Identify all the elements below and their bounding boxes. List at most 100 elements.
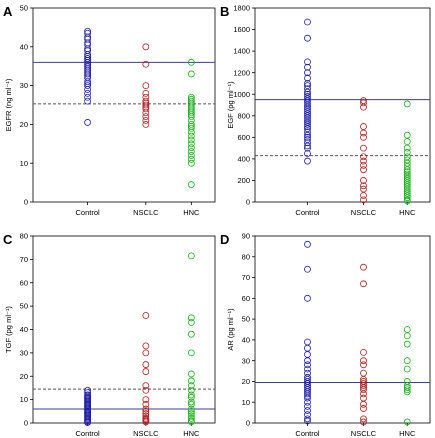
data-point-hnc — [403, 418, 411, 426]
data-point-nsclc — [360, 182, 367, 190]
data-point-hnc — [187, 58, 195, 66]
data-point-nsclc — [142, 109, 150, 117]
data-point-nsclc — [142, 101, 150, 109]
y-tick-label: 30 — [20, 348, 28, 357]
data-point-hnc — [187, 148, 195, 155]
data-point-nsclc — [142, 121, 150, 128]
data-point-control — [304, 417, 311, 425]
data-point-hnc — [187, 136, 195, 144]
data-point-nsclc — [360, 123, 367, 130]
data-point-control — [304, 34, 311, 42]
x-category-label: HNC — [183, 429, 200, 438]
data-point-hnc — [187, 398, 195, 406]
data-point-control — [304, 240, 311, 248]
y-tick-label: 30 — [20, 81, 28, 90]
y-tick-label: 50 — [20, 302, 28, 311]
data-point-control — [304, 365, 311, 373]
data-point-control — [304, 361, 311, 369]
data-point-hnc — [187, 319, 195, 326]
data-point-hnc — [403, 357, 411, 365]
x-category-label: Control — [76, 208, 101, 217]
data-point-control — [304, 357, 311, 365]
data-point-control — [304, 157, 311, 165]
data-point-hnc — [187, 330, 195, 338]
data-point-nsclc — [142, 386, 150, 394]
y-tick-label: 0 — [246, 198, 250, 207]
data-point-control — [304, 116, 311, 124]
data-point-control — [304, 74, 311, 82]
data-point-control — [304, 112, 311, 120]
data-point-control — [304, 128, 311, 136]
y-tick-label: 40 — [20, 42, 28, 51]
data-point-nsclc — [360, 280, 367, 288]
data-point-control — [304, 150, 311, 157]
data-point-nsclc — [142, 349, 150, 357]
x-category-label: NSCLC — [351, 208, 377, 217]
data-point-control — [304, 105, 311, 113]
data-point-nsclc — [360, 263, 367, 271]
y-tick-label: 1400 — [233, 47, 250, 56]
data-point-nsclc — [142, 407, 150, 415]
data-point-nsclc — [142, 396, 150, 404]
data-point-control — [304, 131, 311, 139]
data-point-nsclc — [360, 348, 367, 356]
data-point-control — [304, 344, 311, 352]
data-point-control — [84, 93, 91, 101]
data-point-nsclc — [142, 89, 150, 97]
x-category-label: HNC — [399, 429, 416, 438]
plot-frame — [32, 235, 216, 424]
data-point-hnc — [403, 144, 411, 152]
data-point-nsclc — [360, 390, 367, 398]
data-point-hnc — [403, 131, 411, 139]
data-point-control — [304, 144, 311, 152]
y-tick-label: 90 — [242, 232, 250, 241]
data-point-nsclc — [142, 405, 150, 413]
data-point-hnc — [403, 174, 411, 182]
data-point-control — [304, 133, 311, 141]
x-category-label: NSCLC — [351, 429, 377, 438]
data-point-hnc — [403, 187, 411, 195]
x-category-label: NSCLC — [133, 429, 159, 438]
data-point-control — [304, 390, 311, 398]
data-point-hnc — [187, 382, 195, 390]
y-tick-label: 30 — [242, 356, 250, 365]
data-point-hnc — [187, 252, 195, 260]
data-point-hnc — [403, 332, 411, 340]
data-point-nsclc — [360, 157, 367, 165]
y-tick-label: 1200 — [233, 68, 250, 77]
data-point-control — [84, 86, 91, 93]
data-point-nsclc — [142, 60, 150, 68]
data-point-control — [304, 265, 311, 273]
data-point-control — [304, 58, 311, 66]
data-point-control — [304, 63, 311, 71]
data-point-nsclc — [360, 153, 367, 161]
y-axis-label: TGF (pg ml⁻¹) — [4, 306, 13, 353]
y-tick-label: 50 — [20, 4, 28, 13]
data-point-hnc — [187, 349, 195, 357]
plot-frame — [32, 7, 216, 203]
data-point-nsclc — [142, 400, 150, 408]
data-point-nsclc — [360, 418, 367, 426]
data-point-control — [304, 394, 311, 402]
data-point-nsclc — [360, 144, 367, 152]
data-point-nsclc — [360, 400, 367, 408]
data-point-hnc — [187, 407, 195, 415]
plot-frame — [254, 235, 431, 424]
panel-c: C 0 10 20 30 40 50 60 70 80 TGF (pg ml⁻¹) Control NS… — [3, 232, 216, 438]
data-point-nsclc — [142, 43, 150, 51]
x-category-label: Control — [295, 429, 320, 438]
data-point-hnc — [403, 159, 411, 167]
plot-frame — [254, 7, 431, 203]
data-point-nsclc — [142, 382, 150, 390]
data-point-hnc — [187, 121, 195, 128]
data-point-control — [84, 89, 91, 97]
data-point-hnc — [187, 128, 195, 136]
data-point-hnc — [403, 179, 411, 187]
x-category-label: HNC — [183, 208, 200, 217]
data-point-nsclc — [360, 382, 367, 390]
data-point-control — [304, 90, 311, 98]
y-tick-label: 60 — [242, 294, 250, 303]
data-point-control — [304, 136, 311, 143]
data-point-nsclc — [360, 103, 367, 111]
